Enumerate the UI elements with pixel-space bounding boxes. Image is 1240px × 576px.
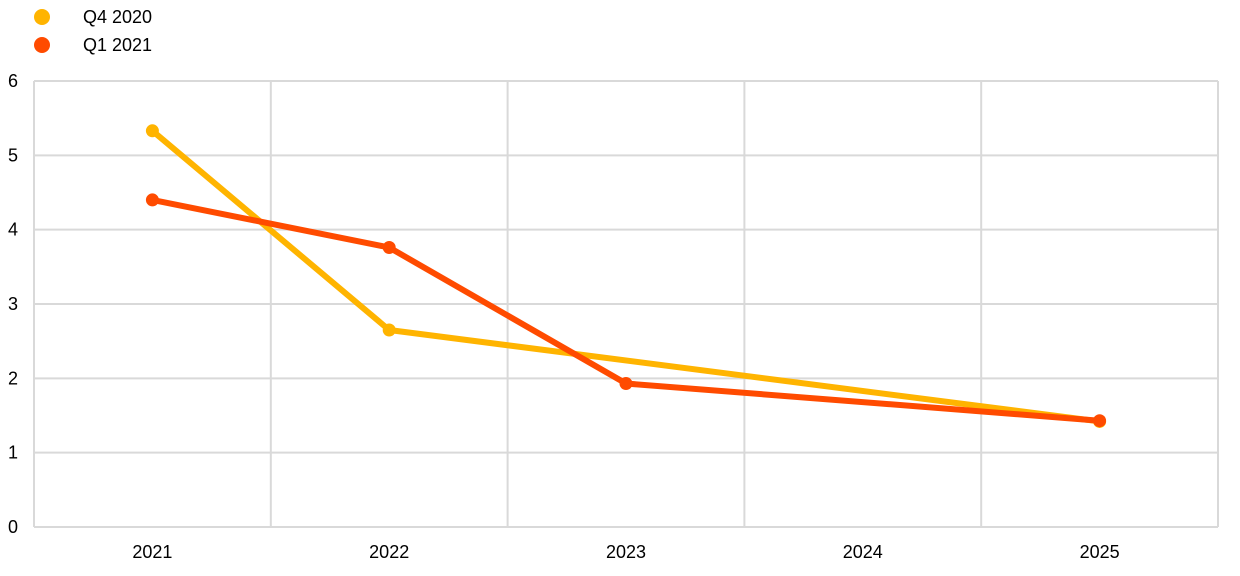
- x-tick-label: 2021: [132, 542, 172, 562]
- y-tick-label: 3: [8, 294, 18, 314]
- y-tick-label: 4: [8, 220, 18, 240]
- data-point-1: [619, 377, 633, 391]
- y-tick-label: 5: [8, 145, 18, 165]
- series-line-1: [149, 196, 1103, 424]
- y-tick-label: 0: [8, 517, 18, 537]
- legend-item-q1-2021: Q1 2021: [34, 31, 152, 59]
- legend-marker-q4-2020: [34, 9, 50, 25]
- data-point-0: [382, 323, 396, 337]
- data-point-1: [1093, 414, 1107, 428]
- y-tick-label: 2: [8, 368, 18, 388]
- x-tick-label: 2024: [843, 542, 883, 562]
- data-point-1: [145, 193, 159, 207]
- x-tick-label: 2025: [1080, 542, 1120, 562]
- data-point-0: [145, 124, 159, 138]
- x-tick-label: 2022: [369, 542, 409, 562]
- x-tick-label: 2023: [606, 542, 646, 562]
- y-tick-label: 6: [8, 71, 18, 91]
- legend-item-q4-2020: Q4 2020: [34, 3, 152, 31]
- data-point-1: [382, 241, 396, 255]
- y-tick-label: 1: [8, 443, 18, 463]
- legend-label-q4-2020: Q4 2020: [83, 7, 153, 27]
- legend-marker-q1-2021: [34, 37, 50, 53]
- legend: Q4 2020 Q1 2021: [34, 3, 152, 59]
- legend-label-q1-2021: Q1 2021: [83, 35, 153, 55]
